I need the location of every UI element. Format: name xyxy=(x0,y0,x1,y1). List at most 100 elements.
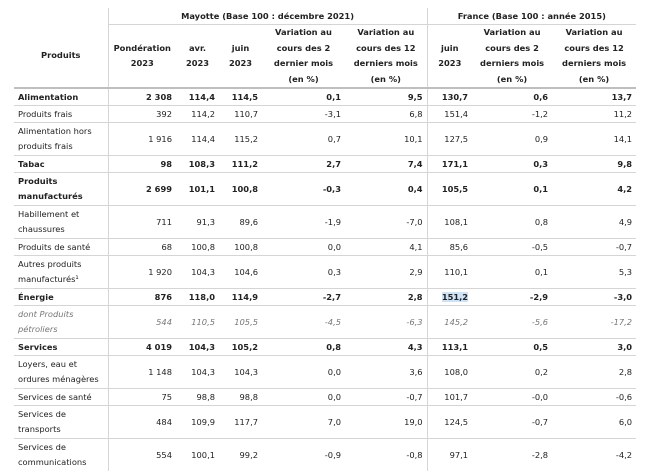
table-cell: 108,1 xyxy=(427,206,472,239)
table-cell: 91,3 xyxy=(176,206,219,239)
cell-value: -0,9 xyxy=(325,450,341,460)
table-cell: 100,1 xyxy=(176,439,219,471)
cell-value: 108,1 xyxy=(444,217,468,227)
cell-value: 104,6 xyxy=(234,267,258,277)
table-cell: 114,4 xyxy=(176,123,219,156)
cell-value: -0,8 xyxy=(406,450,422,460)
table-cell: 118,0 xyxy=(176,289,219,306)
table-cell: 109,9 xyxy=(176,406,219,439)
cell-value: 544 xyxy=(156,317,172,327)
table-cell: 104,3 xyxy=(219,356,262,389)
table-cell: -17,2 xyxy=(552,306,636,339)
table-cell: 114,5 xyxy=(219,88,262,106)
cell-value: 98,8 xyxy=(197,392,215,402)
table-cell: -0,7 xyxy=(552,239,636,256)
cell-value: 151,4 xyxy=(444,109,468,119)
cell-value: 89,6 xyxy=(240,217,258,227)
cell-value: 105,5 xyxy=(442,184,468,194)
cell-value: 171,1 xyxy=(442,159,468,169)
cell-value: 0,1 xyxy=(533,184,548,194)
cell-value: 0,2 xyxy=(535,367,548,377)
cell-value: -2,8 xyxy=(532,450,548,460)
table-cell: 114,9 xyxy=(219,289,262,306)
cell-value: 151,2 xyxy=(442,292,468,302)
cell-value: 0,1 xyxy=(326,92,341,102)
table-cell: -4,5 xyxy=(262,306,345,339)
cell-value: -0,7 xyxy=(532,417,548,427)
cell-value: 13,7 xyxy=(612,92,632,102)
row-label: Énergie xyxy=(14,289,108,306)
table-cell: 876 xyxy=(108,289,176,306)
cell-value: 4,1 xyxy=(409,242,422,252)
cell-value: 484 xyxy=(156,417,172,427)
cell-value: 0,0 xyxy=(328,242,341,252)
table-cell: 68 xyxy=(108,239,176,256)
row-label: Produits de santé xyxy=(14,239,108,256)
cell-value: 110,5 xyxy=(191,317,215,327)
row-label: Services de santé xyxy=(14,389,108,406)
table-cell: 484 xyxy=(108,406,176,439)
cell-value: 4,3 xyxy=(408,342,423,352)
table-cell: 89,6 xyxy=(219,206,262,239)
table-cell: -1,9 xyxy=(262,206,345,239)
table-cell: 105,5 xyxy=(219,306,262,339)
table-cell: 1 920 xyxy=(108,256,176,289)
table-cell: 2,8 xyxy=(552,356,636,389)
table-cell: 110,1 xyxy=(427,256,472,289)
table-cell: 3,0 xyxy=(552,339,636,356)
cell-value: 11,2 xyxy=(614,109,632,119)
cell-value: -1,9 xyxy=(325,217,341,227)
row-label: Produits frais xyxy=(14,106,108,123)
table-cell: 108,0 xyxy=(427,356,472,389)
table-cell: 4,2 xyxy=(552,173,636,206)
cell-value: 2,8 xyxy=(619,367,632,377)
cell-value: 0,6 xyxy=(533,92,548,102)
column-header: avr. 2023 xyxy=(176,25,219,89)
cell-value: 100,8 xyxy=(234,242,258,252)
cell-value: 2 699 xyxy=(146,184,172,194)
cell-value: -0,7 xyxy=(616,242,632,252)
table-cell: 0,9 xyxy=(472,123,552,156)
column-header: Variation au cours des 12 derniers mois … xyxy=(552,25,636,89)
table-cell: 2,8 xyxy=(345,289,427,306)
table-cell: 0,6 xyxy=(472,88,552,106)
table-cell: -6,3 xyxy=(345,306,427,339)
column-header: juin 2023 xyxy=(219,25,262,89)
table-cell: 11,2 xyxy=(552,106,636,123)
table-cell: -2,7 xyxy=(262,289,345,306)
cell-value: 711 xyxy=(156,217,172,227)
cell-value: 10,1 xyxy=(404,134,422,144)
cell-value: 3,0 xyxy=(617,342,632,352)
cell-value: 85,6 xyxy=(450,242,468,252)
cell-value: -0,5 xyxy=(532,242,548,252)
table-cell: -0,5 xyxy=(472,239,552,256)
table-cell: 4 019 xyxy=(108,339,176,356)
table-cell: 97,1 xyxy=(427,439,472,471)
cell-value: 9,5 xyxy=(408,92,423,102)
table-cell: 4,1 xyxy=(345,239,427,256)
row-label: Tabac xyxy=(14,156,108,173)
cell-value: 1 148 xyxy=(148,367,172,377)
table-cell: 6,8 xyxy=(345,106,427,123)
table-cell: -0,0 xyxy=(472,389,552,406)
table-cell: 127,5 xyxy=(427,123,472,156)
row-label: Produits manufacturés xyxy=(14,173,108,206)
cell-value: 108,3 xyxy=(189,159,215,169)
table-cell: 0,4 xyxy=(345,173,427,206)
table-cell: -0,7 xyxy=(472,406,552,439)
table-cell: 0,0 xyxy=(262,356,345,389)
table-cell: 3,6 xyxy=(345,356,427,389)
column-header: Variation au cours des 2 derniers mois (… xyxy=(472,25,552,89)
cell-value: 99,2 xyxy=(240,450,258,460)
table-cell: 7,0 xyxy=(262,406,345,439)
cell-value: 68 xyxy=(161,242,172,252)
table-cell: 0,2 xyxy=(472,356,552,389)
cell-value: -17,2 xyxy=(611,317,632,327)
cell-value: 3,6 xyxy=(409,367,422,377)
cell-value: 114,4 xyxy=(189,92,215,102)
